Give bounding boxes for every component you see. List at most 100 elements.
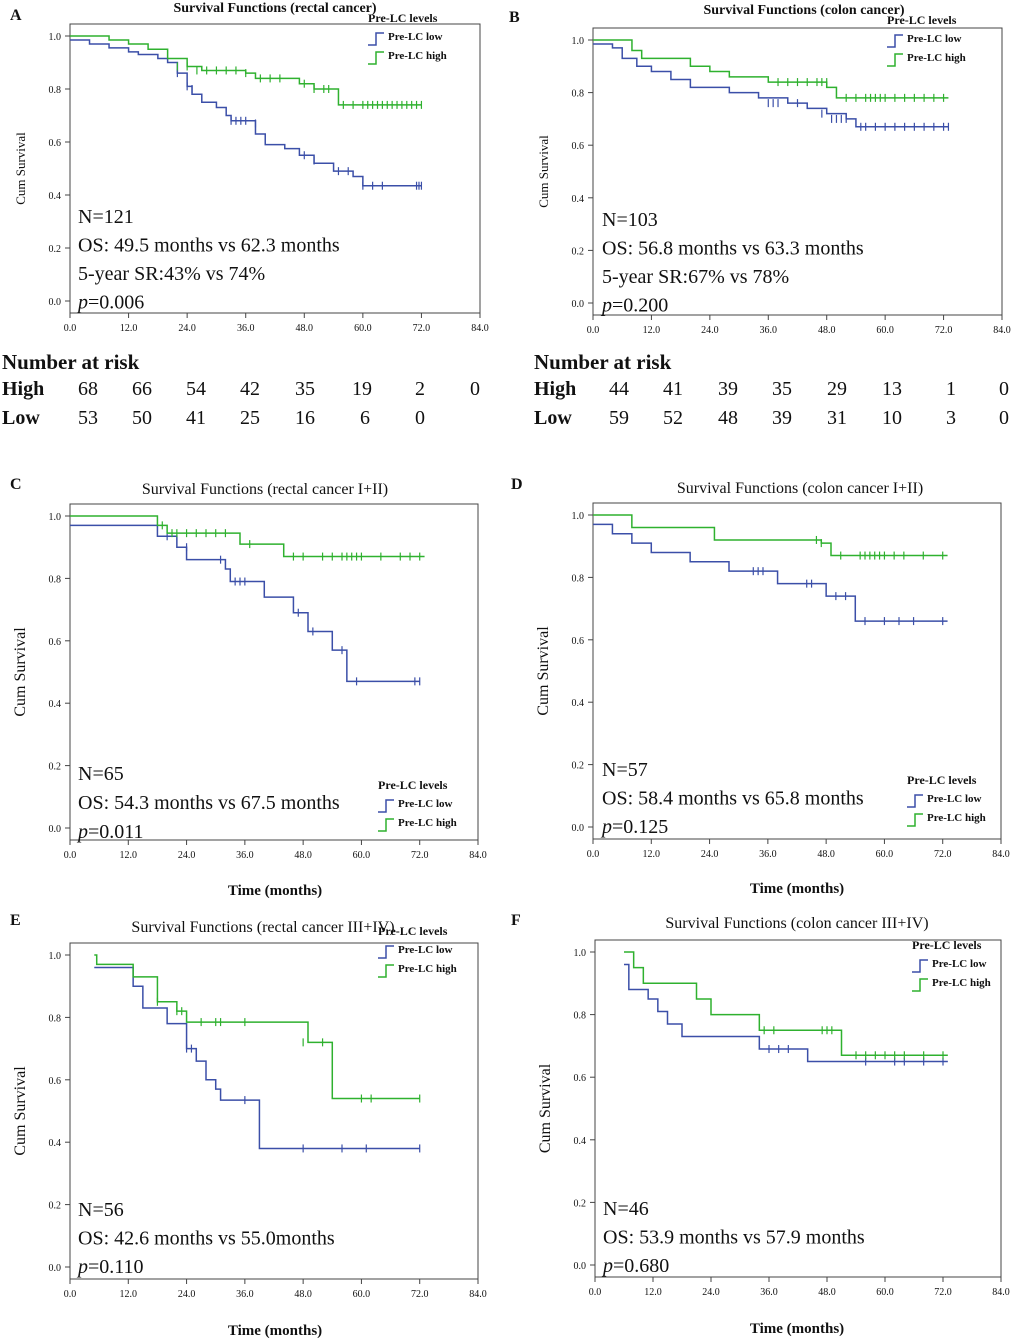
plot-frame: [594, 939, 1002, 1278]
x-tick-label: 24.0: [178, 850, 196, 861]
risk-low-0: 53: [78, 407, 98, 429]
risk-low-3: 25: [240, 407, 260, 429]
x-tick-label: 24.0: [178, 323, 196, 334]
legend-title: Pre-LC levels: [912, 938, 982, 952]
risk-high-7: 0: [999, 378, 1009, 400]
plot-frame: [592, 27, 1003, 316]
x-tick-label: 72.0: [935, 325, 953, 336]
risk-label-low: Low: [2, 407, 40, 429]
legend-label-low: Pre-LC low: [388, 31, 443, 43]
annotation-n: N=57: [602, 759, 648, 781]
x-tick-label: 60.0: [876, 1287, 894, 1298]
annotation-os: OS: 54.3 months vs 67.5 months: [78, 792, 340, 814]
y-tick-label: 0.6: [49, 637, 62, 648]
y-tick-label: 0.4: [574, 1136, 587, 1147]
y-tick-label: 0.6: [49, 1076, 62, 1087]
y-tick-label: 0.8: [49, 85, 62, 96]
y-axis-label: Cum Survival: [536, 135, 551, 208]
risk-low-6: 3: [946, 407, 956, 429]
x-axis-label: Time (months): [228, 1323, 322, 1339]
x-tick-label: 72.0: [413, 323, 431, 334]
legend-swatch-high: [887, 53, 903, 67]
risk-table-a: Number at risk High Low 68 66 54 42 35 1…: [0, 348, 507, 438]
y-tick-label: 0.0: [49, 824, 62, 835]
y-tick-label: 0.6: [572, 141, 585, 152]
annotation-p: p=0.680: [601, 1255, 669, 1277]
annotation-p-label: p: [76, 821, 88, 843]
x-tick-label: 24.0: [178, 1289, 196, 1300]
y-tick-label: 0.8: [572, 89, 585, 100]
x-tick-label: 48.0: [818, 1287, 836, 1298]
annotation-p-value: =0.110: [88, 1256, 144, 1278]
y-tick-label: 0.4: [49, 699, 62, 710]
annotation-p: p=0.200: [600, 295, 668, 317]
x-tick-label: 0.0: [64, 850, 77, 861]
annotation-p-value: =0.006: [88, 292, 144, 314]
x-axis-label: Time (months): [750, 1321, 844, 1337]
y-axis-label: Cum Survival: [537, 1063, 554, 1153]
annotation-p-label: p: [76, 1256, 88, 1278]
x-tick-label: 24.0: [702, 1287, 720, 1298]
annotation-os: OS: 42.6 months vs 55.0months: [78, 1228, 335, 1250]
y-tick-label: 0.8: [49, 574, 62, 585]
x-axis-label: Time (months): [750, 881, 844, 897]
y-tick-label: 1.0: [49, 951, 62, 962]
x-tick-label: 60.0: [876, 325, 894, 336]
annotation-p-label: p: [600, 816, 612, 838]
x-tick-label: 48.0: [294, 850, 312, 861]
panel-letter: B: [509, 9, 520, 26]
annotation-p: p=0.011: [76, 821, 144, 843]
x-tick-label: 72.0: [934, 849, 952, 860]
annotation-sr: 5-year SR:67% vs 78%: [602, 266, 789, 288]
annotation-p-value: =0.011: [88, 821, 144, 843]
risk-high-7: 0: [470, 378, 480, 400]
risk-label-high: High: [534, 378, 577, 400]
risk-high-6: 1: [946, 378, 956, 400]
risk-low-1: 52: [663, 407, 683, 429]
x-tick-label: 48.0: [296, 323, 314, 334]
series-line-low: [593, 523, 948, 622]
risk-high-6: 2: [415, 378, 425, 400]
panel-letter: F: [511, 912, 521, 929]
annotation-p: p=0.110: [76, 1256, 144, 1278]
risk-high-5: 13: [882, 378, 902, 400]
y-tick-label: 1.0: [572, 36, 585, 47]
x-tick-label: 12.0: [644, 1287, 662, 1298]
x-tick-label: 84.0: [469, 1289, 487, 1300]
plot-frame: [69, 942, 479, 1280]
x-tick-label: 36.0: [236, 850, 254, 861]
legend-label-high: Pre-LC high: [398, 963, 457, 975]
risk-title: Number at risk: [2, 350, 140, 374]
legend-swatch-low: [378, 799, 394, 813]
risk-high-2: 54: [186, 378, 206, 400]
annotation-os: OS: 56.8 months vs 63.3 months: [602, 238, 864, 260]
y-tick-label: 0.4: [49, 1138, 62, 1149]
risk-low-0: 59: [609, 407, 629, 429]
x-tick-label: 48.0: [818, 325, 836, 336]
risk-label-low: Low: [534, 407, 572, 429]
legend-title: Pre-LC levels: [378, 778, 448, 792]
y-axis-label: Cum Survival: [12, 1066, 29, 1156]
series-line-high: [70, 515, 425, 558]
annotation-p-value: =0.200: [612, 295, 668, 317]
y-tick-label: 0.4: [572, 194, 585, 205]
annotation-sr: 5-year SR:43% vs 74%: [78, 263, 265, 285]
km-panel-b: B Survival Functions (colon cancer) 0.0 0.2…: [509, 3, 1011, 336]
x-tick-label: 84.0: [992, 849, 1010, 860]
y-tick-label: 1.0: [49, 512, 62, 523]
legend-label-high: Pre-LC high: [927, 812, 986, 824]
legend-label-high: Pre-LC high: [932, 977, 991, 989]
series-line-low: [70, 524, 420, 683]
annotation-p-label: p: [600, 295, 612, 317]
x-tick-label: 48.0: [294, 1289, 312, 1300]
risk-high-0: 68: [78, 378, 98, 400]
y-axis-label: Cum Survival: [12, 627, 29, 717]
y-tick-label: 0.8: [49, 1013, 62, 1024]
y-tick-label: 0.2: [572, 761, 585, 772]
panel-letter: A: [10, 7, 22, 24]
chart-title: Survival Functions (rectal cancer): [173, 1, 376, 16]
risk-high-0: 44: [609, 378, 629, 400]
annotation-os: OS: 58.4 months vs 65.8 months: [602, 788, 864, 810]
series-line-low: [70, 39, 422, 187]
y-tick-label: 0.4: [49, 191, 62, 202]
